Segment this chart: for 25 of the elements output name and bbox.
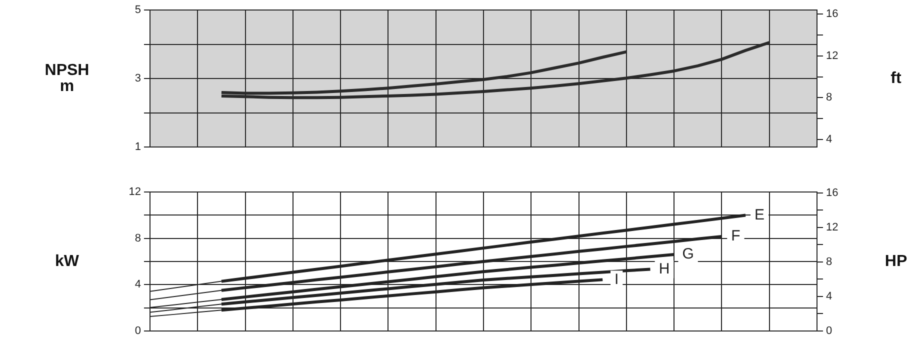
y-tick-label: 4 (134, 278, 141, 291)
y2-tick-label: 0 (826, 325, 832, 338)
y2-tick-label: 4 (826, 290, 832, 302)
series-label: F (731, 228, 740, 245)
y-tick-label: 1 (134, 141, 141, 154)
series-label: E (754, 206, 765, 224)
y2-tick-label: 12 (826, 221, 838, 234)
series-label: I (614, 270, 619, 288)
y2-axis-title: ft (890, 70, 902, 87)
series-label: G (682, 246, 694, 263)
y2-tick-label: 16 (826, 8, 838, 20)
y-tick-label: 3 (134, 72, 141, 85)
series-label: H (658, 260, 670, 278)
y2-tick-label: 8 (826, 256, 832, 268)
y-tick-label: 8 (134, 232, 141, 244)
y2-tick-label: 4 (826, 134, 832, 146)
y2-tick-label: 8 (826, 92, 832, 104)
y-tick-label: 5 (134, 4, 141, 16)
y-axis-title: kW (55, 252, 80, 270)
y2-tick-label: 12 (826, 50, 838, 62)
y-tick-label: 0 (134, 325, 141, 338)
y-axis-title: NPSH m (44, 62, 90, 95)
y2-axis-title: HP (884, 252, 908, 270)
y2-tick-label: 16 (826, 186, 838, 199)
y-tick-label: 12 (128, 186, 141, 198)
